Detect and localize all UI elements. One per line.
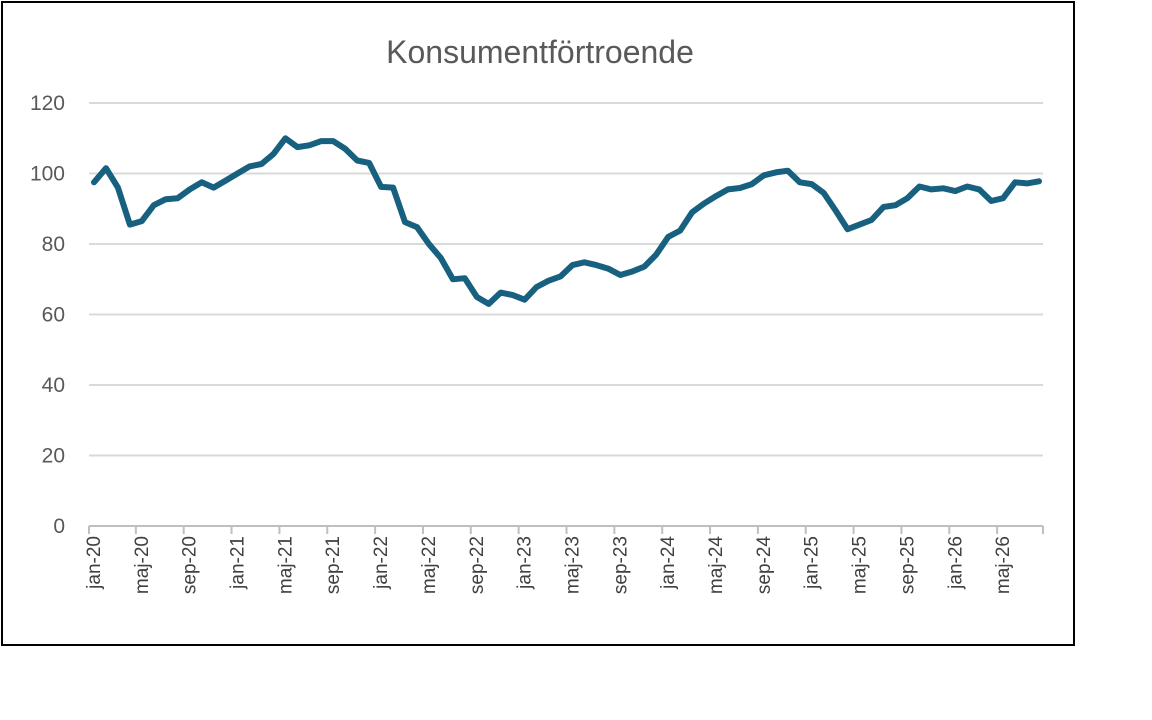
x-tick-label: sep-23 bbox=[610, 536, 631, 594]
x-tick-label: maj-21 bbox=[275, 536, 296, 594]
x-tick-label: sep-20 bbox=[180, 536, 201, 594]
x-tick-label: jan-26 bbox=[945, 536, 966, 590]
line-chart: Konsumentförtroende 0 20 40 60 80 100 120 jan-… bbox=[30, 34, 1044, 595]
x-axis: jan-20 maj-20 sep-20 jan-21 maj-21 sep-21 jan-… bbox=[84, 525, 1044, 595]
y-tick-label: 60 bbox=[42, 304, 65, 327]
y-tick-label: 100 bbox=[30, 163, 65, 186]
x-tick-label: sep-24 bbox=[754, 536, 775, 595]
x-tick-label: jan-20 bbox=[84, 536, 105, 590]
x-tick-label: maj-25 bbox=[850, 536, 871, 594]
x-tick-label: maj-24 bbox=[706, 536, 727, 595]
x-tick-label: maj-26 bbox=[993, 536, 1014, 594]
x-tick-label: jan-23 bbox=[515, 536, 536, 590]
y-tick-label: 80 bbox=[42, 233, 65, 256]
x-tick-label: sep-25 bbox=[897, 536, 918, 594]
chart-frame: Konsumentförtroende 0 20 40 60 80 100 120 jan-… bbox=[1, 1, 1075, 646]
y-tick-label: 0 bbox=[53, 515, 65, 538]
x-tick-label: jan-22 bbox=[371, 536, 392, 590]
series-line bbox=[91, 135, 1042, 307]
x-tick-label: jan-21 bbox=[228, 536, 249, 590]
x-tick-label: sep-21 bbox=[323, 536, 344, 594]
y-axis-ticks: 0 20 40 60 80 100 120 bbox=[30, 92, 65, 538]
y-tick-label: 120 bbox=[30, 92, 65, 115]
chart-title: Konsumentförtroende bbox=[386, 34, 694, 70]
x-tick-label: sep-22 bbox=[467, 536, 488, 594]
series-group bbox=[91, 135, 1042, 307]
x-tick-label: maj-22 bbox=[419, 536, 440, 594]
x-tick-label: maj-23 bbox=[562, 536, 583, 594]
gridlines bbox=[89, 102, 1043, 457]
x-tick-label: maj-20 bbox=[132, 536, 153, 594]
x-tick-label: jan-25 bbox=[802, 536, 823, 590]
y-tick-label: 20 bbox=[42, 445, 65, 468]
y-tick-label: 40 bbox=[42, 374, 65, 397]
x-tick-label: jan-24 bbox=[658, 536, 679, 590]
